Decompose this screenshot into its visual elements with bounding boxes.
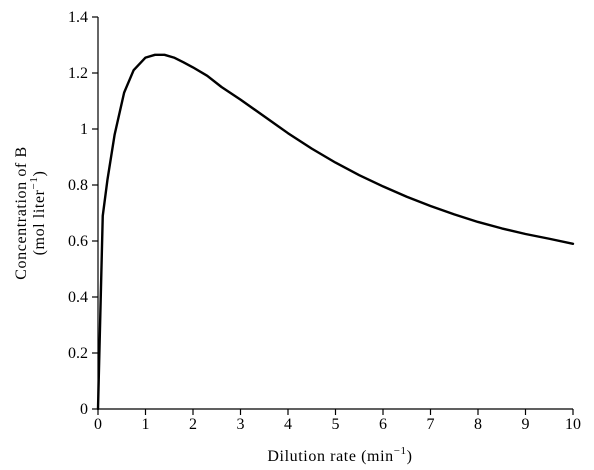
x-tick-label: 2	[189, 416, 197, 433]
x-tick-label: 4	[284, 416, 292, 433]
x-tick-label: 3	[237, 416, 245, 433]
x-tick-label: 6	[379, 416, 387, 433]
y-axis-title-line2-close: )	[31, 171, 48, 177]
x-tick-label: 9	[522, 416, 530, 433]
y-tick-label: 0	[80, 401, 88, 418]
y-axis-title: Concentration of B (mol liter−1)	[13, 146, 48, 279]
y-axis-title-line1: Concentration of B	[13, 146, 30, 279]
y-tick-label: 0.8	[68, 177, 88, 194]
x-tick-label: 7	[427, 416, 435, 433]
y-axis-title-line2-sup: −1	[28, 177, 40, 190]
y-tick-label: 1	[80, 121, 88, 138]
y-ticks: 0 0.2 0.4 0.6 0.8 1 1.2 1.4	[68, 9, 98, 418]
y-tick-label: 1.4	[68, 9, 88, 26]
x-tick-label: 8	[474, 416, 482, 433]
x-tick-label: 5	[332, 416, 340, 433]
y-tick-label: 0.6	[68, 233, 88, 250]
x-axis-title: Dilution rate (min−1)	[267, 445, 412, 465]
y-tick-label: 1.2	[68, 65, 88, 82]
x-ticks: 0 1 2 3 4 5 6 7 8 9 10	[94, 409, 581, 433]
y-tick-label: 0.2	[68, 345, 88, 362]
x-tick-label: 1	[142, 416, 150, 433]
x-tick-label: 0	[94, 416, 102, 433]
series-line	[96, 53, 575, 411]
y-axis-title-line2-main: (mol liter	[31, 189, 48, 255]
axes	[97, 17, 573, 410]
y-tick-label: 0.4	[68, 289, 88, 306]
plot-area	[96, 53, 575, 411]
x-axis-title-close: )	[407, 448, 413, 465]
x-axis-title-sup: −1	[394, 445, 407, 457]
x-tick-label: 10	[565, 416, 581, 433]
y-axis-title-line2: (mol liter−1)	[28, 171, 48, 256]
x-axis-title-main: Dilution rate (min	[267, 448, 393, 465]
